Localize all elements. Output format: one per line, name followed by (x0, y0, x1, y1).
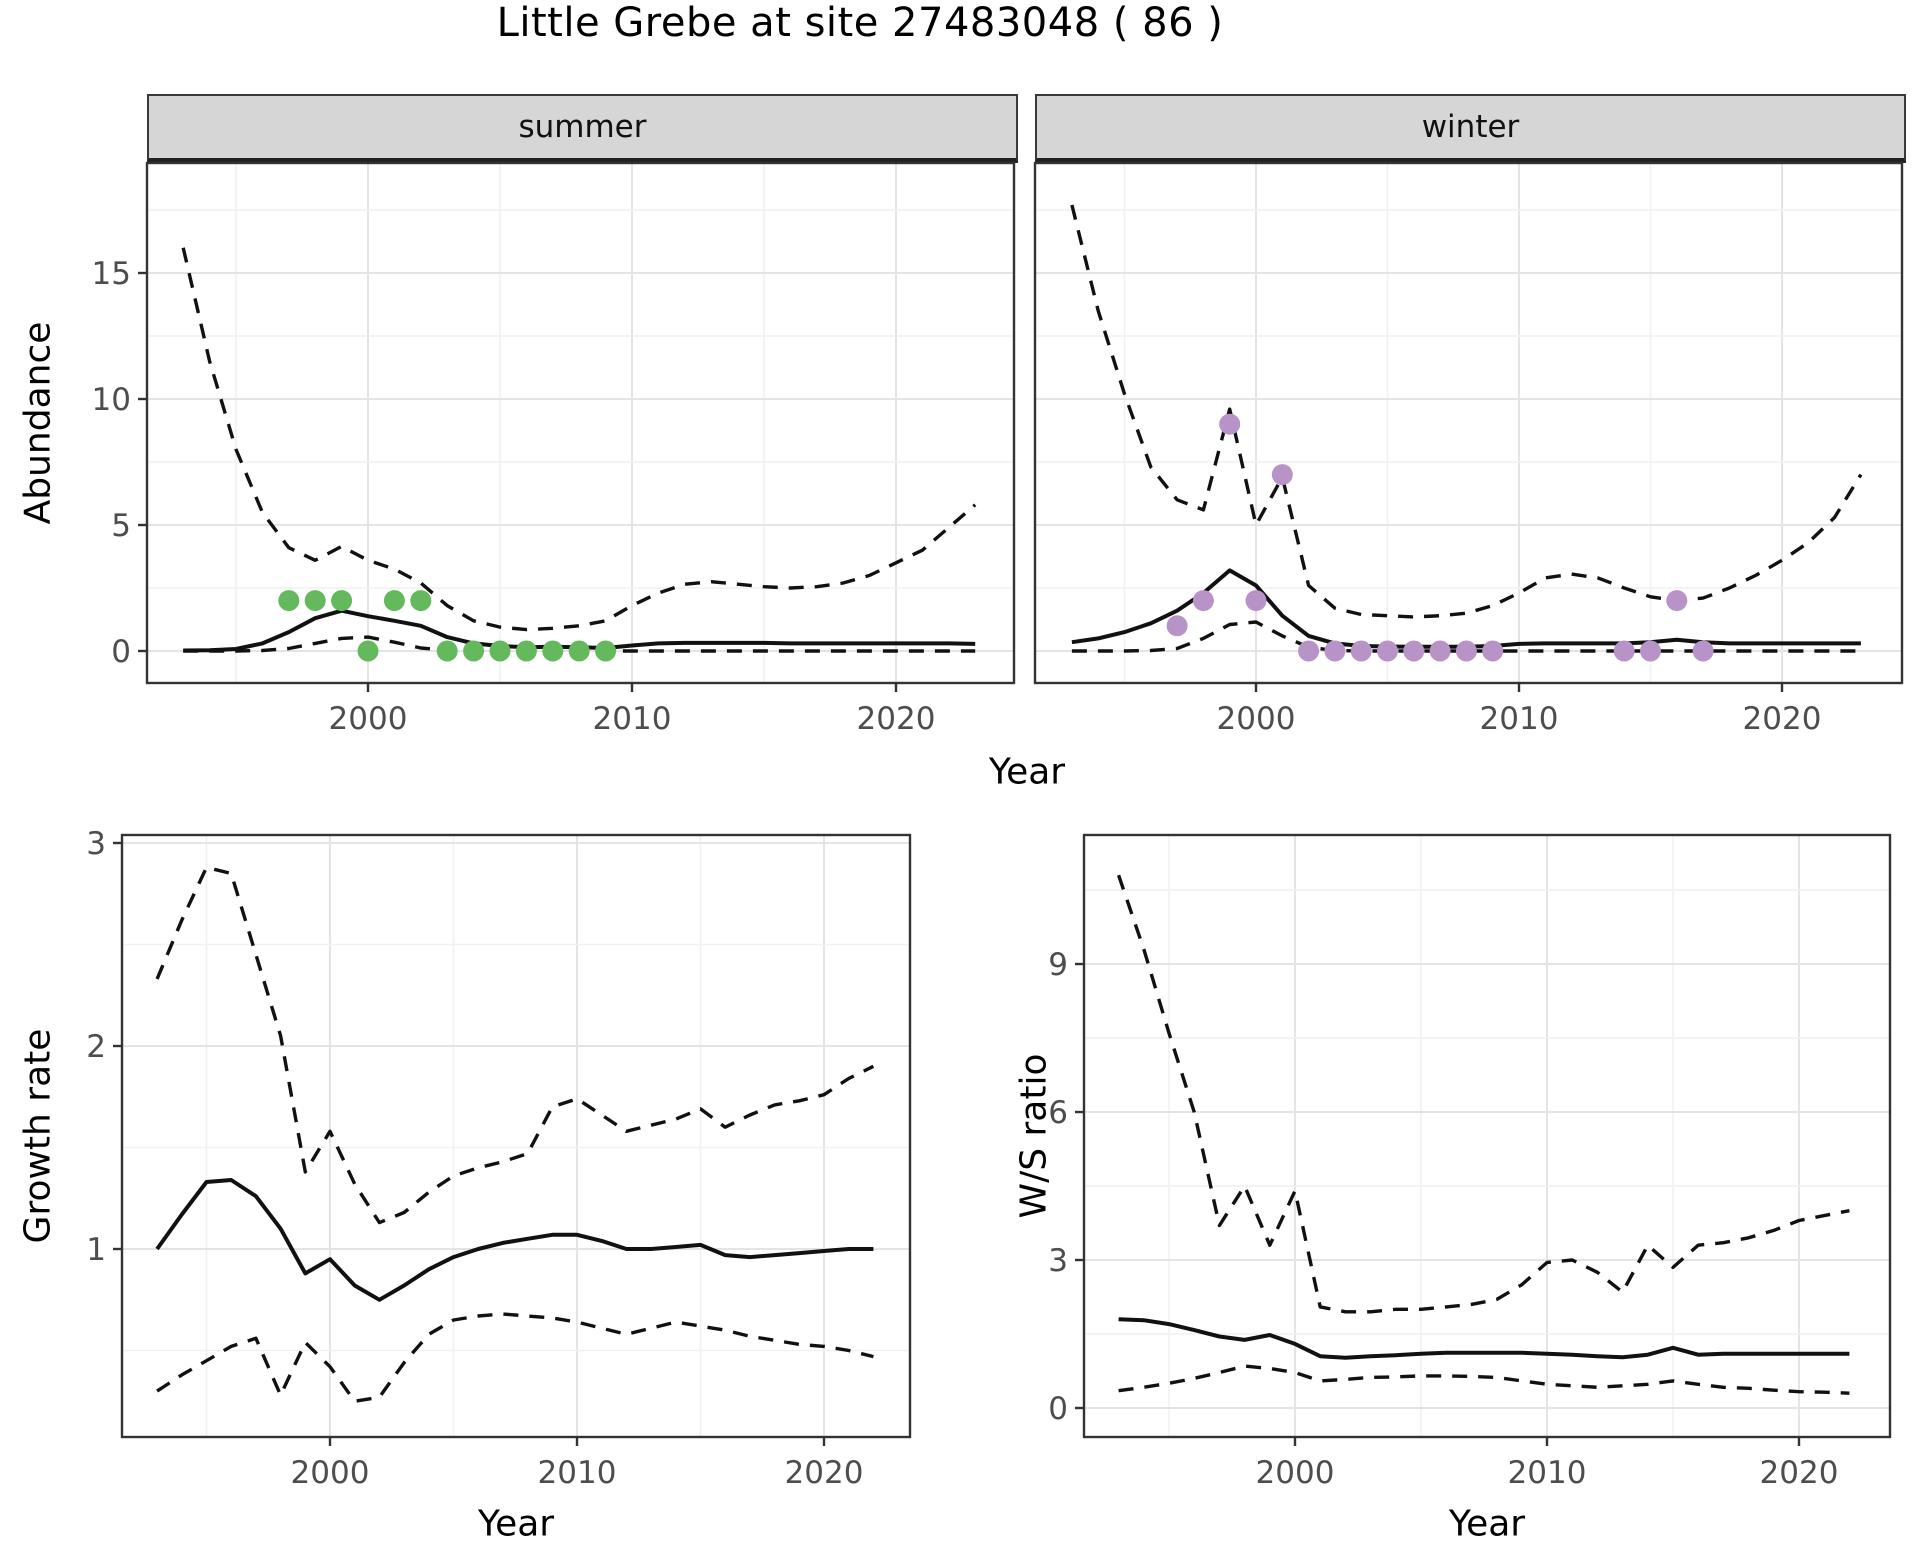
y-axis-label-growth-rate: Growth rate (17, 1028, 59, 1244)
summer-observed_counts (278, 590, 617, 662)
winter-observed_counts (1166, 413, 1714, 662)
facet-strip-winter: winter (1035, 94, 1906, 163)
y-axis-label-ws-ratio: W/S ratio (1013, 1053, 1055, 1219)
x-tick-label: 2000 (329, 701, 408, 737)
observed-count-point (1350, 640, 1372, 662)
x-axis-label-year-ws: Year (1448, 1503, 1526, 1545)
ws_ratio-upper_CI-line (1116, 874, 1850, 1314)
observed-count-point (515, 640, 537, 662)
panel-border (120, 833, 912, 1439)
observed-count-point (1666, 590, 1688, 612)
x-tick-label: 2010 (1508, 1455, 1587, 1491)
winter-upper_CI-line (1070, 204, 1863, 619)
observed-count-point (489, 640, 511, 662)
observed-count-point (304, 590, 326, 612)
x-axis-label-year-top: Year (988, 751, 1066, 793)
panel-winter: 2000 2010 2020 (1033, 161, 1904, 737)
y-tick-label: 3 (1048, 1243, 1068, 1279)
observed-count-point (436, 640, 458, 662)
y-tick-label: 5 (111, 508, 131, 544)
y-tick-label: 3 (86, 826, 106, 862)
panel-summer: 2000 2010 2020 0 5 10 15 (92, 161, 1016, 737)
observed-count-point (1377, 640, 1398, 662)
observed-count-point (1403, 640, 1425, 662)
observed-count-point (1455, 640, 1477, 662)
winter-lower_CI-line (1071, 620, 1861, 653)
panel-border (145, 161, 1016, 685)
facet-strip-summer-label: summer (518, 109, 647, 145)
panel-ws_ratio: 2000 2010 2020 0 3 6 9 (1048, 833, 1892, 1491)
observed-count-point (278, 590, 300, 612)
growth_rate-lower_CI-line (156, 1312, 874, 1404)
x-tick-label: 2000 (1256, 1455, 1335, 1491)
x-tick-label: 2010 (593, 701, 672, 737)
x-tick-label: 2020 (1760, 1455, 1839, 1491)
y-axis-label-abundance: Abundance (17, 321, 59, 525)
observed-count-point (1640, 640, 1661, 662)
observed-count-point (410, 590, 432, 612)
observed-count-point (595, 640, 617, 662)
observed-count-point (463, 640, 485, 662)
observed-count-point (568, 640, 590, 662)
observed-count-point (1613, 640, 1635, 662)
y-tick-label: 6 (1048, 1095, 1068, 1131)
observed-count-point (542, 640, 564, 662)
observed-count-point (357, 640, 379, 662)
y-tick-label: 2 (86, 1029, 106, 1065)
observed-count-point (383, 590, 405, 612)
x-tick-label: 2000 (291, 1455, 370, 1491)
observed-count-point (1692, 640, 1714, 662)
observed-count-point (1245, 590, 1267, 612)
panel-background (1084, 835, 1890, 1437)
observed-count-point (1298, 640, 1320, 662)
ws_ratio-ws_ratio-line (1118, 1317, 1850, 1360)
x-tick-label: 2020 (1743, 701, 1822, 737)
observed-count-point (1482, 640, 1504, 662)
observed-count-point (1219, 413, 1241, 435)
panel-background (1035, 163, 1902, 683)
panel-border (1033, 161, 1904, 685)
x-tick-label: 2010 (1480, 701, 1559, 737)
observed-count-point (331, 590, 353, 612)
y-tick-label: 10 (92, 382, 131, 418)
y-tick-label: 0 (1048, 1391, 1068, 1427)
growth_rate-growth_rate-line (155, 1178, 874, 1302)
panel-gridlines (1035, 163, 1902, 683)
ws_ratio-lower_CI-line (1118, 1364, 1850, 1395)
y-tick-label: 15 (92, 256, 131, 292)
y-tick-label: 9 (1048, 947, 1068, 983)
y-tick-label: 1 (86, 1232, 106, 1268)
panel-background (147, 163, 1014, 683)
panel-growth_rate: 2000 2010 2020 1 2 3 (86, 826, 912, 1491)
x-tick-label: 2020 (857, 701, 936, 737)
observed-count-point (1324, 640, 1346, 662)
panel-background (122, 835, 910, 1437)
summer-upper_CI-line (181, 247, 977, 632)
x-axis-label-year-growth: Year (477, 1503, 555, 1545)
chart-title: Little Grebe at site 27483048 ( 86 ) (496, 0, 1224, 46)
x-tick-label: 2020 (785, 1455, 864, 1491)
y-tick-label: 0 (111, 634, 131, 670)
observed-count-point (1271, 464, 1293, 486)
observed-count-point (1429, 640, 1451, 662)
facet-strip-winter-label: winter (1421, 109, 1520, 145)
observed-count-point (1192, 590, 1214, 612)
growth_rate-upper_CI-line (155, 865, 875, 1225)
facet-strip-summer: summer (147, 94, 1018, 163)
panel-gridlines (1084, 835, 1890, 1437)
observed-count-point (1166, 615, 1188, 637)
panel-border (1082, 833, 1892, 1439)
x-tick-label: 2010 (538, 1455, 617, 1491)
x-tick-label: 2000 (1217, 701, 1296, 737)
